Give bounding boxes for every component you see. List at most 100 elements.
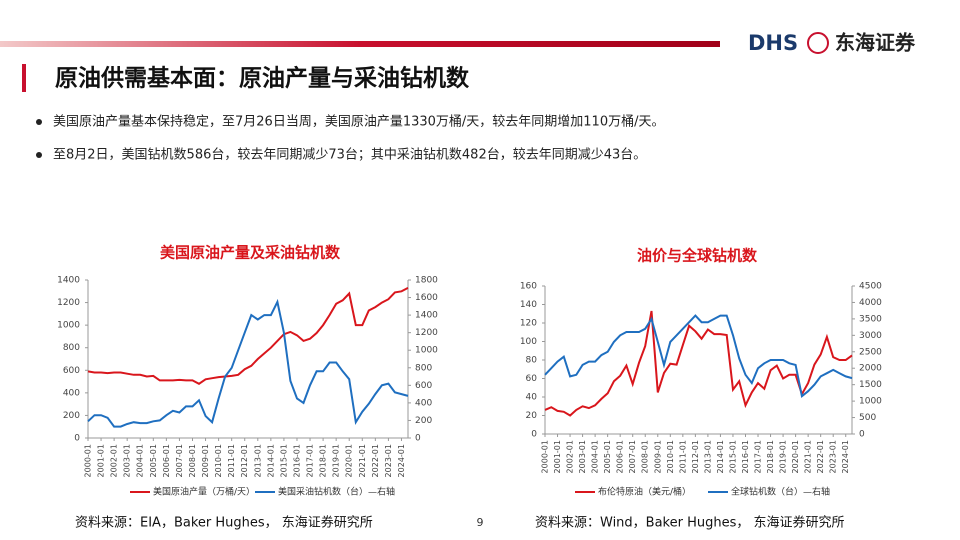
x-tick-label: 2013-01 bbox=[253, 444, 262, 477]
x-tick-label: 2011-01 bbox=[678, 440, 687, 473]
x-tick-label: 2019-01 bbox=[332, 444, 341, 477]
header-bar bbox=[0, 41, 720, 47]
x-tick-label: 2014-01 bbox=[266, 444, 275, 477]
y-tick-label: 140 bbox=[520, 300, 537, 310]
y2-tick-label: 1200 bbox=[415, 328, 438, 338]
bullet-dot bbox=[36, 119, 42, 125]
x-tick-label: 2021-01 bbox=[358, 444, 367, 477]
source: 资料来源：EIA，Baker Hughes， 东海证券研究所 bbox=[75, 515, 373, 531]
x-tick-label: 2018-01 bbox=[766, 440, 775, 473]
y2-tick-label: 1000 bbox=[859, 397, 882, 407]
y-tick-label: 800 bbox=[63, 343, 80, 353]
x-tick-label: 2012-01 bbox=[240, 444, 249, 477]
title-marker bbox=[22, 64, 26, 92]
x-tick-label: 2003-01 bbox=[123, 444, 132, 477]
y2-tick-label: 1400 bbox=[415, 311, 438, 321]
brand: 东海证券 bbox=[835, 31, 916, 55]
x-tick-label: 2000-01 bbox=[84, 444, 93, 477]
source: 资料来源：Wind，Baker Hughes， 东海证券研究所 bbox=[535, 515, 845, 531]
series-line bbox=[87, 287, 409, 385]
x-tick-label: 2020-01 bbox=[791, 440, 800, 473]
x-tick-label: 2009-01 bbox=[653, 440, 662, 473]
x-tick-label: 2002-01 bbox=[110, 444, 119, 477]
x-tick-label: 2000-01 bbox=[541, 440, 550, 473]
x-tick-label: 2010-01 bbox=[666, 440, 675, 473]
bullet-dot bbox=[36, 152, 42, 158]
series-line bbox=[87, 298, 409, 428]
page-number: 9 bbox=[477, 516, 484, 529]
y2-tick-label: 1000 bbox=[415, 346, 438, 356]
x-tick-label: 2002-01 bbox=[566, 440, 575, 473]
x-tick-label: 2023-01 bbox=[384, 444, 393, 477]
x-tick-label: 2004-01 bbox=[591, 440, 600, 473]
logo-icon bbox=[807, 32, 829, 54]
chart-title: 美国原油产量及采油钻机数 bbox=[160, 244, 341, 262]
logo: DHS bbox=[748, 31, 798, 55]
x-tick-label: 2005-01 bbox=[149, 444, 158, 477]
x-tick-label: 2017-01 bbox=[754, 440, 763, 473]
x-tick-label: 2016-01 bbox=[292, 444, 301, 477]
chart-title: 油价与全球钻机数 bbox=[637, 247, 758, 265]
y2-tick-label: 400 bbox=[415, 398, 432, 408]
x-tick-label: 2024-01 bbox=[841, 440, 850, 473]
y-tick-label: 40 bbox=[526, 393, 538, 403]
x-tick-label: 2001-01 bbox=[553, 440, 562, 473]
y-tick-label: 0 bbox=[74, 434, 80, 444]
series-line bbox=[544, 310, 853, 417]
x-tick-label: 2022-01 bbox=[371, 444, 380, 477]
y-tick-label: 1200 bbox=[57, 298, 80, 308]
x-tick-label: 2008-01 bbox=[188, 444, 197, 477]
x-tick-label: 2014-01 bbox=[716, 440, 725, 473]
x-tick-label: 2011-01 bbox=[227, 444, 236, 477]
y2-tick-label: 2500 bbox=[859, 347, 882, 357]
y-tick-label: 1000 bbox=[57, 321, 80, 331]
x-tick-label: 2010-01 bbox=[214, 444, 223, 477]
y2-tick-label: 200 bbox=[415, 416, 432, 426]
y-tick-label: 600 bbox=[63, 366, 80, 376]
y2-tick-label: 2000 bbox=[859, 364, 882, 374]
y2-tick-label: 0 bbox=[859, 430, 865, 440]
y2-tick-label: 0 bbox=[415, 434, 421, 444]
legend-label: 布伦特原油（美元/桶） bbox=[598, 486, 691, 498]
x-tick-label: 2020-01 bbox=[345, 444, 354, 477]
x-tick-label: 2016-01 bbox=[741, 440, 750, 473]
x-tick-label: 2003-01 bbox=[578, 440, 587, 473]
bullet: 至8月2日，美国钻机数586台，较去年同期减少73台；其中采油钻机数482台，较… bbox=[53, 148, 646, 163]
y2-tick-label: 1600 bbox=[415, 293, 438, 303]
x-tick-label: 2023-01 bbox=[829, 440, 838, 473]
y2-tick-label: 4000 bbox=[859, 298, 882, 308]
x-tick-label: 2013-01 bbox=[703, 440, 712, 473]
y2-tick-label: 600 bbox=[415, 381, 432, 391]
x-tick-label: 2015-01 bbox=[279, 444, 288, 477]
x-tick-label: 2007-01 bbox=[628, 440, 637, 473]
y-tick-label: 80 bbox=[526, 356, 538, 366]
legend-label: 美国采油钻机数（台）—右轴 bbox=[278, 486, 395, 498]
y-tick-label: 1400 bbox=[57, 276, 80, 286]
y-tick-label: 20 bbox=[526, 411, 538, 421]
x-tick-label: 2008-01 bbox=[641, 440, 650, 473]
x-tick-label: 2006-01 bbox=[162, 444, 171, 477]
y-tick-label: 200 bbox=[63, 411, 80, 421]
y2-tick-label: 4500 bbox=[859, 282, 882, 292]
legend-label: 全球钻机数（台）—右轴 bbox=[731, 486, 830, 498]
x-tick-label: 2001-01 bbox=[97, 444, 106, 477]
y-tick-label: 60 bbox=[526, 374, 538, 384]
x-tick-label: 2006-01 bbox=[616, 440, 625, 473]
y-tick-label: 120 bbox=[520, 319, 537, 329]
y2-tick-label: 1800 bbox=[415, 276, 438, 286]
y-tick-label: 100 bbox=[520, 337, 537, 347]
y2-tick-label: 3500 bbox=[859, 314, 882, 324]
y2-tick-label: 800 bbox=[415, 363, 432, 373]
x-tick-label: 2019-01 bbox=[779, 440, 788, 473]
x-tick-label: 2015-01 bbox=[728, 440, 737, 473]
x-tick-label: 2007-01 bbox=[175, 444, 184, 477]
y2-tick-label: 500 bbox=[859, 413, 876, 423]
y-tick-label: 160 bbox=[520, 282, 537, 292]
bullet: 美国原油产量基本保持稳定，至7月26日当周，美国原油产量1330万桶/天，较去年… bbox=[53, 114, 664, 130]
page-title: 原油供需基本面：原油产量与采油钻机数 bbox=[55, 65, 470, 92]
series-line bbox=[544, 314, 853, 399]
x-tick-label: 2009-01 bbox=[201, 444, 210, 477]
x-tick-label: 2024-01 bbox=[397, 444, 406, 477]
x-tick-label: 2021-01 bbox=[804, 440, 813, 473]
